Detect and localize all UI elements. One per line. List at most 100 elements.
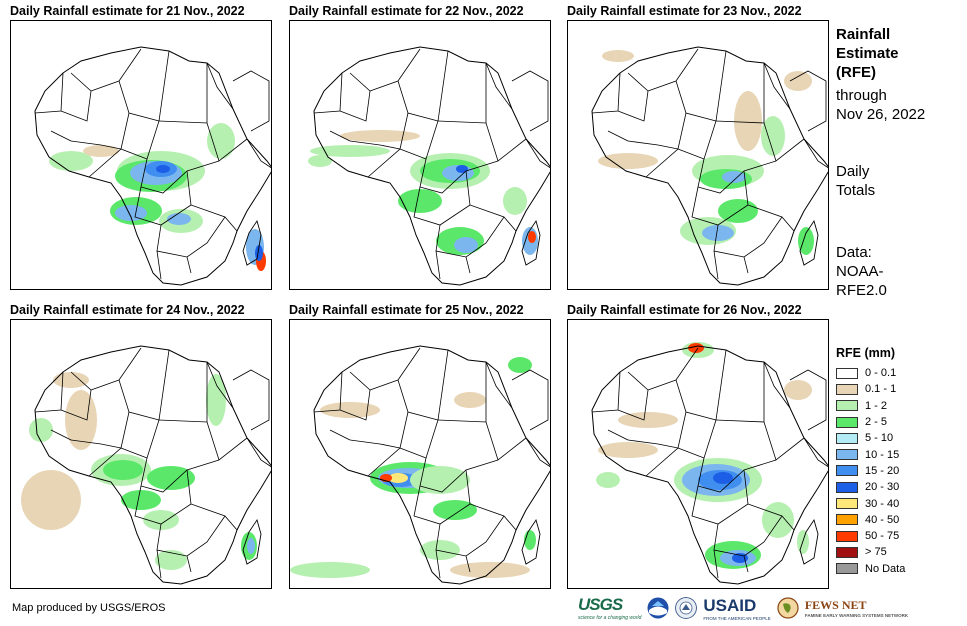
legend: RFE (mm) 0 - 0.1 0.1 - 1 1 - 2 2 - 5 5 - 10 1… [836, 346, 905, 577]
country-border [134, 485, 192, 525]
country-border [134, 186, 192, 226]
rainfall-map [289, 319, 551, 589]
map-panel: Daily Rainfall estimate for 25 Nov., 202… [289, 303, 553, 593]
panel-title: Daily Rainfall estimate for 22 Nov., 202… [289, 4, 524, 18]
legend-swatch [836, 546, 858, 558]
country-border [156, 250, 162, 280]
rainfall-map [10, 319, 272, 589]
country-border [627, 439, 679, 449]
country-border [591, 371, 621, 413]
rainfall-patch [290, 562, 370, 578]
panel-title: Daily Rainfall estimate for 25 Nov., 202… [289, 303, 524, 317]
rainfall-patch [798, 227, 814, 255]
through-date: through Nov 26, 2022 [836, 86, 925, 124]
rainfall-patch [618, 412, 678, 428]
africa-map [21, 345, 271, 585]
legend-item: 20 - 30 [836, 479, 905, 495]
rainfall-patch [340, 130, 420, 142]
country-border [697, 457, 777, 493]
fews-globe-icon [777, 597, 799, 619]
country-border [369, 48, 421, 92]
legend-label: 0 - 0.1 [865, 367, 897, 380]
legend-swatch [836, 449, 858, 461]
legend-swatch [836, 432, 858, 444]
rainfall-patch [207, 123, 235, 159]
country-border [186, 256, 192, 274]
country-border [349, 439, 401, 449]
rainfall-map [567, 20, 829, 290]
country-border [369, 347, 421, 391]
rainfall-patch [247, 538, 255, 554]
rainfall-map [567, 319, 829, 589]
country-border [485, 421, 527, 461]
usaid-tagline: FROM THE AMERICAN PEOPLE [703, 615, 771, 621]
heading-line: (RFE) [836, 64, 876, 81]
rainfall-patch [53, 372, 89, 388]
country-border [485, 361, 513, 409]
country-borders [591, 48, 828, 280]
map-panel: Daily Rainfall estimate for 22 Nov., 202… [289, 4, 553, 294]
doi-seal-icon [675, 597, 698, 619]
country-border [140, 158, 220, 194]
rainfall-patch [456, 165, 468, 173]
source-line: RFE2.0 [836, 282, 887, 299]
madagascar-outline [242, 219, 262, 266]
country-border [349, 140, 401, 150]
country-border [465, 469, 517, 531]
country-border [675, 349, 727, 421]
rainfall-patch [103, 460, 143, 480]
country-border [803, 437, 828, 468]
country-borders [313, 347, 550, 579]
africa-coastline [313, 345, 550, 585]
country-border [90, 347, 142, 391]
africa-coastline [34, 345, 271, 585]
rainfall-patch [508, 357, 532, 373]
legend-items: 0 - 0.1 0.1 - 1 1 - 2 2 - 5 5 - 10 10 - 15 15 … [836, 365, 905, 577]
legend-swatch [836, 416, 858, 428]
country-borders [34, 347, 271, 579]
country-border [485, 62, 513, 110]
country-border [763, 421, 805, 461]
country-border [90, 48, 142, 92]
country-border [763, 62, 791, 110]
madagascar-outline [799, 518, 819, 565]
rainfall-patch [143, 510, 179, 530]
legend-item: 10 - 15 [836, 446, 905, 462]
rainfall-layer [290, 357, 536, 578]
legend-swatch [836, 481, 858, 493]
legend-item: 40 - 50 [836, 512, 905, 528]
rainfall-map [10, 20, 272, 290]
totals-line: Totals [836, 182, 876, 199]
country-border [713, 549, 719, 579]
noaa-logo-icon [647, 597, 669, 619]
heading-line: Rainfall [836, 26, 891, 43]
country-border [743, 469, 795, 531]
panel-title: Daily Rainfall estimate for 26 Nov., 202… [567, 303, 802, 317]
country-border [525, 437, 550, 468]
legend-swatch [836, 465, 858, 477]
country-border [803, 138, 828, 169]
map-panel: Daily Rainfall estimate for 24 Nov., 202… [10, 303, 274, 593]
madagascar-outline [521, 219, 541, 266]
africa-map [34, 46, 271, 286]
data-source: Data: NOAA- RFE2.0 [836, 243, 887, 300]
country-border [691, 186, 749, 226]
country-borders [34, 48, 271, 280]
rainfall-patch [450, 562, 530, 578]
fews-tagline: FAMINE EARLY WARNING SYSTEMS NETWORK [804, 613, 909, 618]
legend-label: 0.1 - 1 [865, 383, 897, 396]
rainfall-patch [784, 71, 812, 91]
country-border [399, 419, 439, 459]
country-border [465, 256, 471, 274]
country-border [413, 186, 471, 226]
country-border [397, 349, 449, 421]
source-line: Data: [836, 244, 872, 261]
legend-item: 30 - 40 [836, 495, 905, 511]
country-border [485, 122, 527, 162]
country-border [339, 72, 371, 122]
fews-wordmark: FEWS NET [804, 598, 867, 612]
rainfall-patch [784, 380, 812, 400]
country-border [120, 419, 160, 459]
country-border [465, 170, 517, 232]
rainfall-patch [21, 470, 81, 530]
